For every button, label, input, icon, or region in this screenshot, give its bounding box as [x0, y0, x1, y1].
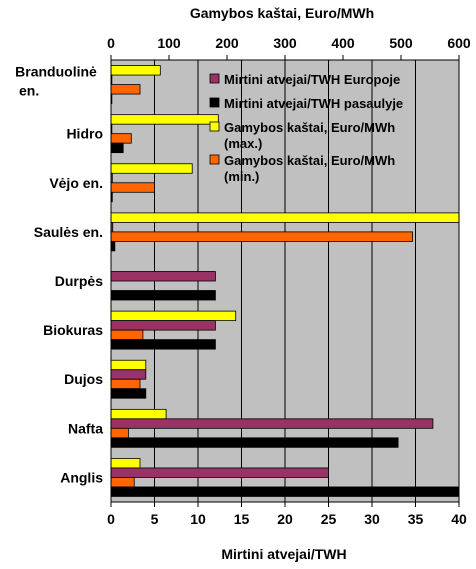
bar: [110, 388, 147, 399]
legend-swatch: [209, 73, 220, 84]
bar: [110, 339, 216, 350]
top-tick-label: 300: [273, 35, 297, 51]
legend-swatch: [209, 154, 220, 165]
category-label: Biokuras: [43, 322, 103, 338]
category-label: Branduolinė: [15, 64, 97, 80]
category-label: Saulės en.: [34, 224, 103, 240]
bar: [110, 133, 132, 144]
bar: [110, 65, 161, 76]
legend-label: Mirtini atvejai/TWH Europoje: [224, 72, 400, 87]
bar: [110, 329, 144, 341]
legend-swatch: [209, 121, 220, 132]
legend-label: Mirtini atvejai/TWH pasaulyje: [224, 96, 403, 111]
bottom-tick-label: 10: [190, 511, 206, 527]
bar: [110, 114, 219, 125]
bottom-tick-label: 35: [408, 511, 424, 527]
bar: [110, 359, 147, 371]
bar: [110, 369, 147, 380]
bar: [110, 418, 434, 429]
top-tick-label: 600: [447, 35, 471, 51]
category-label: Vėjo en.: [49, 175, 103, 191]
bar: [110, 467, 329, 478]
bottom-tick-label: 20: [277, 511, 293, 527]
bottom-tick-label: 30: [364, 511, 380, 527]
bottom-tick-label: 40: [451, 511, 467, 527]
bar: [110, 458, 141, 469]
bar: [110, 290, 216, 301]
category-label: Nafta: [68, 420, 103, 436]
top-tick-label: 100: [157, 35, 181, 51]
legend-label-line: (max.): [224, 136, 262, 151]
bar: [110, 271, 216, 282]
legend-label-line: Gamybos kaštai, Euro/MWh: [224, 120, 395, 135]
category-label: Hidro: [66, 126, 103, 142]
bottom-tick-label: 0: [107, 511, 115, 527]
bar: [110, 84, 141, 95]
bottom-axis-title: Mirtini atvejai/TWH: [221, 546, 346, 562]
bar: [110, 408, 167, 420]
bottom-tick-label: 25: [321, 511, 337, 527]
bar: [110, 142, 124, 154]
bar: [110, 378, 141, 390]
top-tick-label: 0: [107, 35, 115, 51]
bar: [110, 231, 414, 242]
legend-label-line: (min.): [224, 169, 259, 184]
bar: [110, 240, 116, 252]
category-label: Anglis: [60, 469, 103, 485]
bar: [110, 182, 155, 193]
bar: [110, 320, 216, 331]
legend-swatch: [209, 97, 220, 108]
category-labels: Branduolinė en. Hidro Vėjo en. Saulės en. Dur…: [15, 64, 103, 486]
legend-label: Gamybos kaštai, Euro/MWh (min.): [224, 153, 395, 184]
category-label: en.: [19, 83, 39, 99]
bar: [110, 477, 135, 488]
top-tick-label: 200: [215, 35, 239, 51]
bar: [110, 310, 237, 322]
bar: [110, 437, 399, 448]
bar: [110, 163, 193, 174]
bottom-tick-label: 15: [234, 511, 250, 527]
legend-label: Gamybos kaštai, Euro/MWh (max.): [224, 120, 395, 151]
legend: Mirtini atvejai/TWH Europoje Mirtini atve…: [209, 72, 403, 184]
category-label: Dujos: [64, 371, 103, 387]
top-tick-label: 400: [331, 35, 355, 51]
legend-label-line: Gamybos kaštai, Euro/MWh: [224, 153, 395, 168]
top-axis-ticks: 0 100 200 300 400 500 600: [107, 35, 471, 60]
bottom-axis-ticks: 0 5 10 15 20 25 30 35 40: [107, 502, 467, 527]
bar: [110, 486, 460, 497]
bar: [110, 427, 129, 439]
top-tick-label: 500: [389, 35, 413, 51]
bar: [110, 212, 460, 223]
bottom-tick-label: 5: [151, 511, 159, 527]
category-label: Durpės: [55, 273, 103, 289]
top-axis-title: Gamybos kaštai, Euro/MWh: [190, 5, 374, 21]
